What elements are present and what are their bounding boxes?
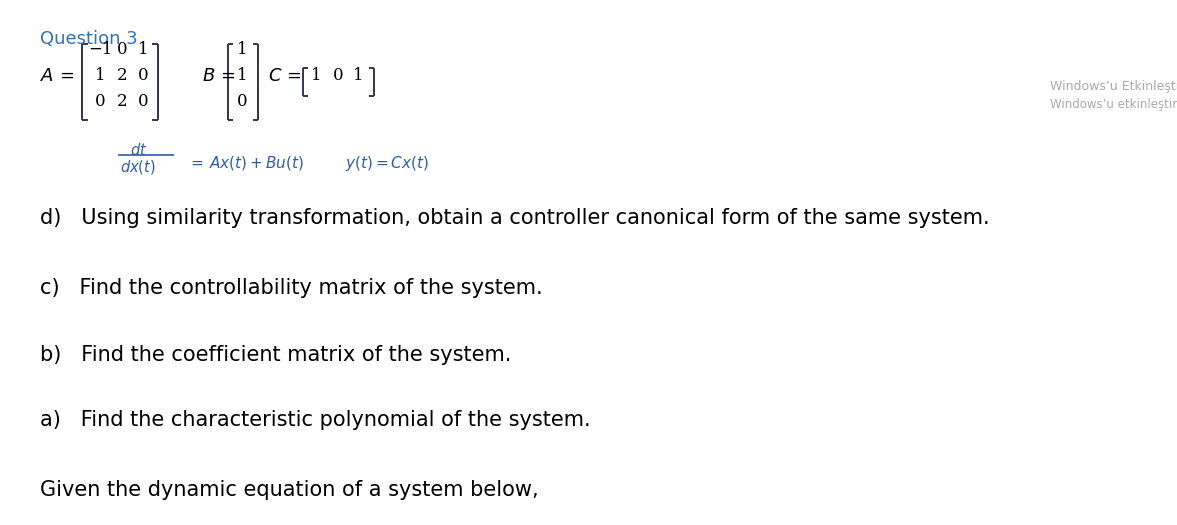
Text: Given the dynamic equation of a system below,: Given the dynamic equation of a system b… — [40, 480, 539, 500]
Text: Question 3: Question 3 — [40, 30, 138, 48]
Text: 0: 0 — [117, 41, 127, 58]
Text: 0: 0 — [138, 68, 148, 85]
Text: a)   Find the characteristic polynomial of the system.: a) Find the characteristic polynomial of… — [40, 410, 591, 430]
Text: $=\,Ax(t)+Bu(t)$: $=\,Ax(t)+Bu(t)$ — [188, 154, 304, 172]
Text: $y(t)=Cx(t)$: $y(t)=Cx(t)$ — [345, 154, 430, 173]
Text: 0: 0 — [138, 93, 148, 110]
Text: 1: 1 — [237, 41, 247, 58]
Text: Windows’u Etkinleştir: Windows’u Etkinleştir — [1050, 80, 1177, 93]
Text: 1: 1 — [237, 68, 247, 85]
Text: 0: 0 — [94, 93, 105, 110]
Text: d)   Using similarity transformation, obtain a controller canonical form of the : d) Using similarity transformation, obta… — [40, 208, 990, 228]
Text: Windows’u etkinleştirmek için Ayarlar’a: Windows’u etkinleştirmek için Ayarlar’a — [1050, 98, 1177, 111]
Text: $dx(t)$: $dx(t)$ — [120, 158, 155, 176]
Text: 0: 0 — [333, 68, 344, 85]
Text: 1: 1 — [311, 68, 321, 85]
Text: 1: 1 — [138, 41, 148, 58]
Text: $dt$: $dt$ — [129, 142, 147, 158]
Text: 1: 1 — [353, 68, 364, 85]
Text: $A\,=$: $A\,=$ — [40, 67, 75, 85]
Text: b)   Find the coefficient matrix of the system.: b) Find the coefficient matrix of the sy… — [40, 345, 511, 365]
Text: $B\,=$: $B\,=$ — [202, 67, 235, 85]
Text: −1: −1 — [88, 41, 112, 58]
Text: 1: 1 — [94, 68, 105, 85]
Text: 2: 2 — [117, 68, 127, 85]
Text: 2: 2 — [117, 93, 127, 110]
Text: $C\,=$: $C\,=$ — [268, 67, 302, 85]
Text: 0: 0 — [237, 93, 247, 110]
Text: c)   Find the controllability matrix of the system.: c) Find the controllability matrix of th… — [40, 278, 543, 298]
